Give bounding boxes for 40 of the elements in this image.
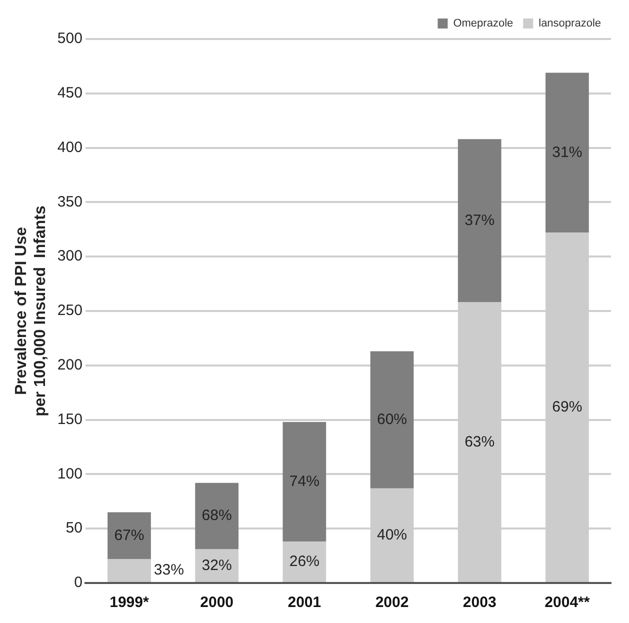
- legend-label: lansoprazole: [538, 18, 601, 30]
- y-tick-label: 0: [74, 574, 82, 592]
- annotation: 68%: [202, 507, 232, 524]
- annotation: 32%: [202, 556, 232, 574]
- annotation: 37%: [464, 212, 495, 229]
- bar: [282, 542, 326, 582]
- annotation: 74%: [289, 472, 320, 490]
- x-tick-label: 2002: [375, 594, 409, 612]
- x-tick-label: 1999*: [110, 594, 149, 612]
- y-axis-title: Prevalence of PPI Use per 100,000 Insured Infants: [13, 206, 50, 416]
- y-tick-label: 50: [66, 520, 82, 537]
- annotation: 33%: [154, 562, 184, 579]
- bar: [195, 482, 238, 550]
- y-tick-label: 150: [57, 410, 82, 428]
- annotation: 31%: [552, 144, 582, 161]
- bar: [108, 512, 151, 560]
- bar: [370, 351, 414, 488]
- annotation: 63%: [464, 433, 495, 450]
- y-tick-label: 300: [57, 248, 82, 265]
- legend-label: Omeprazole: [453, 18, 514, 30]
- y-tick-label: 500: [57, 30, 82, 48]
- annotation: 67%: [114, 526, 144, 544]
- y-tick-label: 200: [57, 356, 82, 374]
- annotation: 60%: [376, 410, 408, 428]
- y-tick-label: 350: [57, 193, 82, 210]
- bar: [546, 72, 589, 233]
- y-tick-label: 400: [57, 138, 82, 156]
- annotation: 26%: [289, 552, 320, 570]
- y-tick-label: 450: [57, 84, 82, 102]
- bar: [108, 559, 151, 582]
- x-tick-label: 2004**: [544, 594, 590, 612]
- x-tick-label: 2003: [462, 594, 496, 612]
- y-tick-label: 100: [57, 465, 82, 482]
- y-tick-label: 250: [57, 302, 82, 320]
- annotation: 69%: [552, 398, 582, 416]
- x-tick-label: 2000: [200, 594, 234, 612]
- annotation: 40%: [376, 526, 408, 544]
- bar: [458, 139, 502, 302]
- x-tick-label: 2001: [288, 594, 322, 612]
- bar: [282, 422, 326, 542]
